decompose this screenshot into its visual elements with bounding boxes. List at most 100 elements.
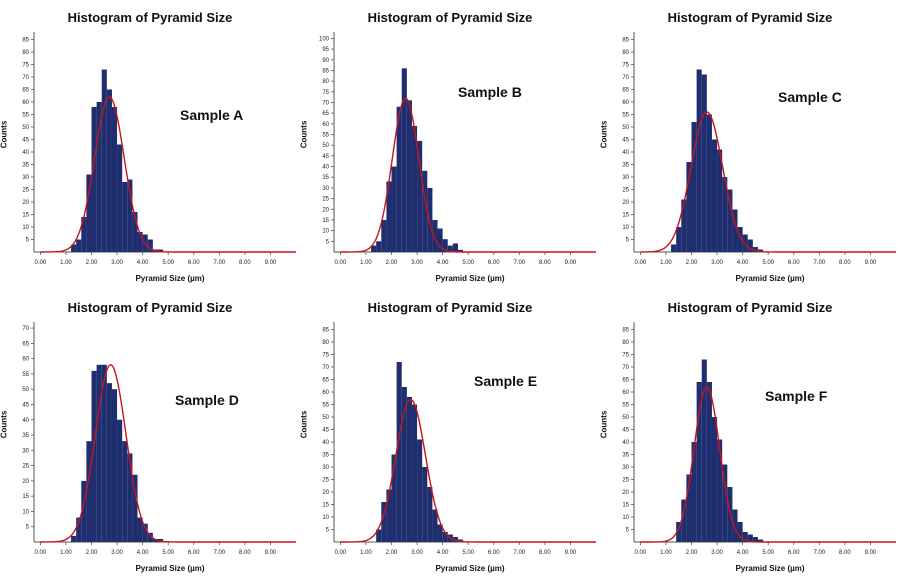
histogram-bar: [101, 69, 107, 252]
y-tick-label: 35: [322, 453, 329, 459]
x-tick-label: 4.00: [737, 260, 749, 266]
x-tick-label: 1.00: [360, 550, 372, 556]
histogram-bar: [127, 453, 133, 542]
y-tick-label: 55: [22, 372, 29, 378]
y-tick-label: 20: [322, 490, 329, 496]
y-tick-label: 15: [22, 213, 29, 219]
histogram-bar: [691, 442, 697, 542]
chart-title: Histogram of Pyramid Size: [67, 10, 233, 25]
x-tick-label: 9.00: [865, 260, 877, 266]
histogram-bar: [71, 535, 77, 542]
y-tick-label: 80: [322, 340, 329, 346]
histogram-bar: [111, 389, 118, 542]
y-tick-label: 75: [622, 63, 629, 69]
histogram-bar: [757, 539, 764, 542]
y-tick-label: 10: [622, 225, 629, 231]
x-tick-label: 9.00: [865, 550, 877, 556]
y-tick-label: 75: [322, 353, 329, 359]
y-tick-label: 80: [622, 340, 629, 346]
histogram-bar: [447, 245, 453, 252]
histogram-bar: [422, 170, 428, 252]
histogram-bar: [427, 487, 433, 542]
histogram-bar: [457, 539, 464, 542]
histogram-bar: [81, 217, 87, 252]
y-tick-label: 40: [622, 150, 629, 156]
y-tick-label: 75: [22, 63, 29, 69]
histogram-bar: [737, 227, 743, 252]
histogram-panel: 5 10 15 20 25 30 35 40 45 50 55 60 65 70 75 80 85 90 95 100…: [300, 0, 600, 290]
x-tick-label: 3.00: [111, 260, 123, 266]
histogram-bar: [432, 509, 438, 542]
histogram-bar: [411, 125, 418, 252]
histogram-bar: [442, 239, 448, 252]
y-tick-label: 50: [22, 387, 29, 393]
x-tick-label: 2.00: [86, 550, 98, 556]
histogram-bar: [137, 232, 143, 252]
x-tick-label: 8.00: [539, 550, 551, 556]
y-tick-label: 70: [22, 326, 29, 332]
histogram-bar: [727, 189, 733, 252]
x-tick-label: 7.00: [213, 550, 225, 556]
histogram-bar: [681, 499, 687, 542]
y-tick-label: 25: [22, 464, 29, 470]
histogram-bar: [101, 364, 107, 542]
y-tick-label: 20: [22, 479, 29, 485]
x-tick-label: 6.00: [788, 550, 800, 556]
y-tick-label: 100: [319, 36, 330, 42]
histogram-bar: [417, 439, 423, 542]
x-tick-label: 3.00: [111, 550, 123, 556]
x-tick-label: 9.00: [565, 550, 577, 556]
y-tick-label: 25: [322, 478, 329, 484]
chart-title: Histogram of Pyramid Size: [67, 300, 233, 315]
histogram-bar: [86, 174, 92, 252]
y-tick-label: 60: [622, 390, 629, 396]
x-tick-label: 1.00: [660, 550, 672, 556]
histogram-bar: [132, 474, 138, 542]
histogram-bar: [396, 106, 402, 252]
y-tick-label: 80: [322, 79, 329, 85]
y-tick-label: 60: [22, 100, 29, 106]
y-tick-label: 40: [622, 440, 629, 446]
histogram-bar: [696, 69, 702, 252]
sample-label: Sample B: [458, 84, 522, 100]
y-tick-label: 65: [322, 111, 329, 117]
histogram-bar: [91, 370, 97, 542]
y-tick-label: 45: [22, 138, 29, 144]
histogram-bar: [437, 524, 443, 542]
x-tick-label: 2.00: [386, 550, 398, 556]
histogram-bar: [717, 149, 723, 252]
y-tick-label: 30: [622, 175, 629, 181]
x-tick-label: 8.00: [239, 550, 251, 556]
histogram-panel: 5 10 15 20 25 30 35 40 45 50 55 60 65 70 75 80 85 0.00 1.0…: [600, 0, 900, 290]
histogram-bar: [117, 144, 123, 252]
chart-title: Histogram of Pyramid Size: [667, 10, 833, 25]
y-tick-label: 50: [622, 125, 629, 131]
histogram-panel: 5 10 15 20 25 30 35 40 45 50 55 60 65 70 75 80 85 0.00 1.0…: [300, 290, 600, 580]
y-tick-label: 10: [22, 225, 29, 231]
y-tick-label: 50: [22, 125, 29, 131]
y-tick-label: 50: [622, 415, 629, 421]
normal-fit-curve: [640, 111, 896, 253]
y-tick-label: 30: [322, 465, 329, 471]
x-tick-label: 9.00: [565, 260, 577, 266]
histogram-bar: [711, 139, 718, 252]
x-tick-label: 7.00: [813, 550, 825, 556]
x-tick-label: 3.00: [711, 260, 723, 266]
histogram-bar: [432, 219, 438, 252]
y-tick-label: 55: [322, 133, 329, 139]
x-tick-label: 1.00: [360, 260, 372, 266]
x-tick-label: 8.00: [539, 260, 551, 266]
x-tick-label: 5.00: [762, 260, 774, 266]
y-tick-label: 80: [22, 50, 29, 56]
y-tick-label: 45: [622, 428, 629, 434]
histogram-panel: 5 10 15 20 25 30 35 40 45 50 55 60 65 70 75 80 85 0.00 1.0…: [600, 290, 900, 580]
x-tick-label: 9.00: [265, 550, 277, 556]
histogram-bar: [122, 182, 128, 252]
x-axis-label: Pyramid Size (µm): [135, 274, 205, 283]
histogram-bar: [442, 532, 448, 542]
histogram-bar: [747, 534, 753, 542]
histogram-bar: [152, 538, 158, 542]
x-tick-label: 1.00: [660, 260, 672, 266]
x-tick-label: 8.00: [839, 260, 851, 266]
histogram-bar: [391, 166, 397, 252]
